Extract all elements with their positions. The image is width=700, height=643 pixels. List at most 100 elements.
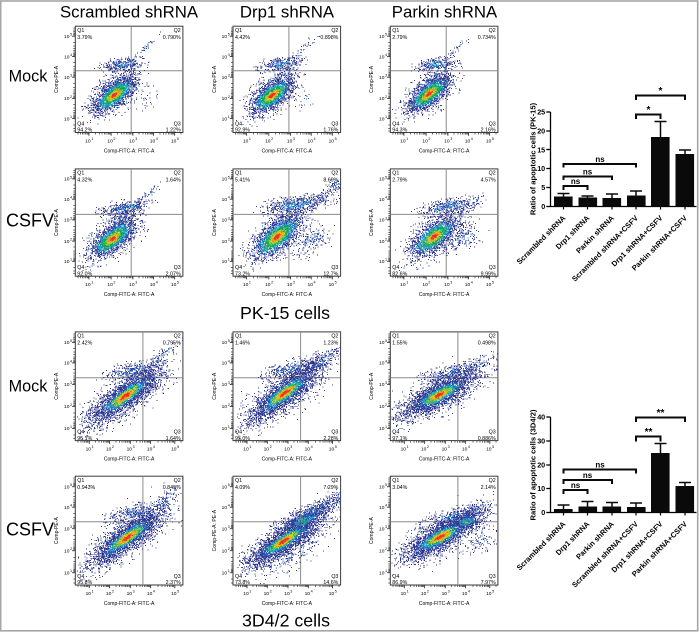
svg-text:1: 1 <box>249 445 251 449</box>
svg-text:2.79%: 2.79% <box>392 35 407 41</box>
svg-text:2: 2 <box>113 281 115 285</box>
svg-text:1: 1 <box>228 425 230 429</box>
svg-text:1.76%: 1.76% <box>323 128 338 134</box>
svg-text:10: 10 <box>486 446 492 452</box>
svg-text:Q3: Q3 <box>489 265 496 271</box>
svg-text:95.0%: 95.0% <box>235 436 250 442</box>
svg-text:4: 4 <box>156 137 158 141</box>
svg-text:10: 10 <box>329 446 335 452</box>
svg-text:5: 5 <box>492 137 494 141</box>
svg-text:10: 10 <box>64 426 70 432</box>
svg-text:2: 2 <box>427 445 429 449</box>
svg-text:5: 5 <box>492 281 494 285</box>
svg-text:5: 5 <box>70 483 72 487</box>
svg-text:10: 10 <box>400 138 406 144</box>
svg-text:2: 2 <box>428 281 430 285</box>
svg-text:10: 10 <box>64 197 70 203</box>
svg-text:5: 5 <box>70 339 72 343</box>
svg-text:10: 10 <box>106 446 112 452</box>
svg-text:10: 10 <box>222 54 228 60</box>
svg-text:1: 1 <box>406 137 408 141</box>
svg-text:1: 1 <box>228 569 230 573</box>
svg-text:4: 4 <box>70 504 72 508</box>
svg-text:5: 5 <box>228 339 230 343</box>
svg-text:Comp-PE-A: Comp-PE-A <box>369 208 375 236</box>
svg-text:Q4: Q4 <box>235 265 242 271</box>
svg-text:7.97%: 7.97% <box>481 580 496 586</box>
svg-text:10: 10 <box>264 446 270 452</box>
svg-text:1.55%: 1.55% <box>392 341 407 347</box>
svg-text:5: 5 <box>541 183 545 192</box>
svg-text:1: 1 <box>228 115 230 119</box>
svg-text:10: 10 <box>421 591 427 597</box>
svg-text:30: 30 <box>537 437 545 446</box>
svg-text:10: 10 <box>150 138 156 144</box>
svg-text:1: 1 <box>92 445 94 449</box>
svg-text:10: 10 <box>444 282 450 288</box>
svg-text:ns: ns <box>571 177 581 186</box>
svg-text:10: 10 <box>222 239 228 245</box>
svg-text:5: 5 <box>177 589 179 593</box>
svg-text:2: 2 <box>112 445 114 449</box>
svg-text:10: 10 <box>171 282 177 288</box>
svg-text:Q2: Q2 <box>331 171 338 177</box>
svg-text:Comp-PE-A: Comp-PE-A <box>369 65 375 93</box>
svg-text:9.99%: 9.99% <box>481 271 496 277</box>
svg-text:3.04%: 3.04% <box>392 485 407 491</box>
svg-text:Comp-PE-A: Comp-PE-A <box>54 517 60 545</box>
svg-text:10: 10 <box>401 446 407 452</box>
svg-text:Q3: Q3 <box>331 429 338 435</box>
svg-text:Q3: Q3 <box>174 574 181 580</box>
svg-text:4: 4 <box>385 53 387 57</box>
svg-text:5.41%: 5.41% <box>235 178 250 184</box>
svg-text:94.3%: 94.3% <box>392 128 407 134</box>
svg-text:Comp-FITC-A: FITC-A: Comp-FITC-A: FITC-A <box>262 149 313 155</box>
svg-text:Q2: Q2 <box>174 478 181 484</box>
svg-text:5: 5 <box>385 483 387 487</box>
svg-text:Comp-FITC-A: FITC-A: Comp-FITC-A: FITC-A <box>262 457 313 463</box>
svg-text:1.23%: 1.23% <box>323 341 338 347</box>
svg-text:10: 10 <box>107 282 113 288</box>
svg-text:1: 1 <box>92 589 94 593</box>
svg-text:92.0%: 92.0% <box>77 271 92 277</box>
svg-text:3: 3 <box>70 74 72 78</box>
svg-text:2: 2 <box>385 238 387 242</box>
svg-text:4: 4 <box>70 359 72 363</box>
svg-text:3: 3 <box>385 381 387 385</box>
svg-text:4: 4 <box>311 445 313 449</box>
svg-text:10: 10 <box>64 239 70 245</box>
svg-text:10: 10 <box>243 282 249 288</box>
svg-text:10: 10 <box>64 177 70 183</box>
svg-text:5: 5 <box>177 445 179 449</box>
svg-text:10: 10 <box>222 485 228 491</box>
svg-text:10: 10 <box>171 591 177 597</box>
svg-text:10: 10 <box>379 177 385 183</box>
svg-text:CSFV: CSFV <box>6 211 54 231</box>
svg-text:Q4: Q4 <box>392 265 399 271</box>
svg-text:10: 10 <box>537 484 545 493</box>
svg-text:Comp-PE-A: Comp-PE-A <box>212 65 218 93</box>
svg-text:Q2: Q2 <box>331 478 338 484</box>
svg-text:10: 10 <box>127 591 133 597</box>
svg-text:5: 5 <box>385 175 387 179</box>
svg-text:4: 4 <box>228 359 230 363</box>
svg-text:10: 10 <box>64 527 70 533</box>
svg-text:10: 10 <box>150 282 156 288</box>
svg-text:4: 4 <box>385 359 387 363</box>
svg-text:10: 10 <box>379 571 385 577</box>
svg-text:Mock: Mock <box>9 68 49 86</box>
svg-text:4: 4 <box>153 445 155 449</box>
svg-text:Ratio of apoptotic cells (PK-1: Ratio of apoptotic cells (PK-15) <box>529 102 538 215</box>
svg-text:5: 5 <box>385 33 387 37</box>
svg-text:Q2: Q2 <box>489 171 496 177</box>
svg-text:2: 2 <box>228 547 230 551</box>
svg-text:3: 3 <box>133 589 135 593</box>
svg-text:2.37%: 2.37% <box>166 580 181 586</box>
svg-text:Q4: Q4 <box>77 265 84 271</box>
svg-text:10: 10 <box>379 197 385 203</box>
svg-text:1: 1 <box>385 115 387 119</box>
svg-text:*: * <box>647 105 651 116</box>
svg-text:0.943%: 0.943% <box>77 485 95 491</box>
svg-text:10: 10 <box>379 34 385 40</box>
svg-text:CSFV: CSFV <box>6 520 54 540</box>
